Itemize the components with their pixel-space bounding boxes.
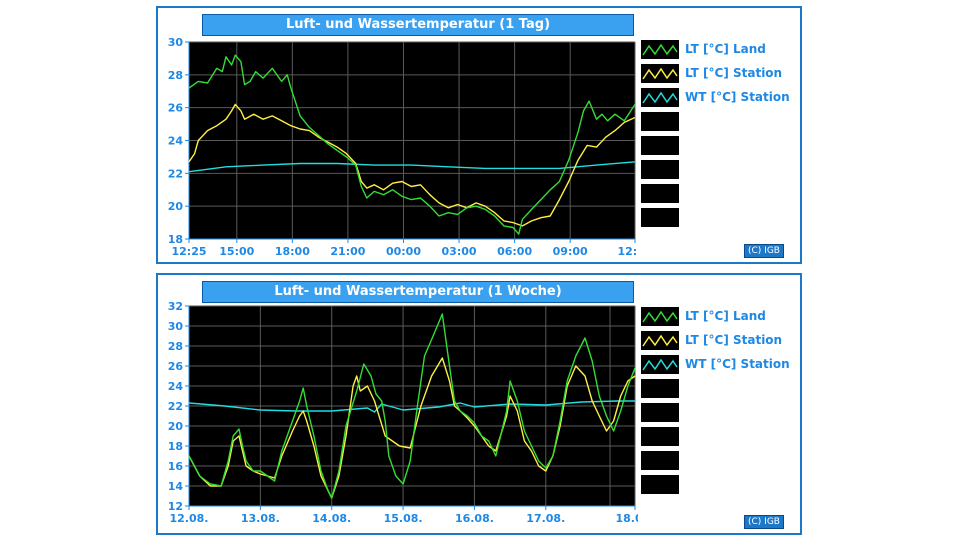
legend-empty-slot: [641, 110, 801, 134]
y-tick-label: 26: [168, 360, 184, 373]
x-tick-label: 12:30: [617, 245, 638, 258]
y-tick-label: 32: [168, 300, 183, 313]
x-tick-label: 15.08.: [384, 512, 423, 525]
legend-swatch-water: [641, 88, 679, 107]
y-tick-label: 24: [168, 380, 184, 393]
y-tick-label: 18: [168, 233, 183, 246]
legend-empty-slot: [641, 182, 801, 206]
legend-label: WT [°C] Station: [685, 357, 790, 371]
legend-item-station: LT [°C] Station: [641, 329, 801, 353]
y-tick-label: 30: [168, 36, 184, 49]
series-line-station: [188, 103, 636, 227]
chart-day-plot: 18 20 22 24 26 28 30 12:25 15:00 18:00 21:00 00:00 0…: [168, 36, 638, 258]
x-tick-label: 16.08.: [455, 512, 494, 525]
chart-title: Luft- und Wassertemperatur (1 Woche): [202, 281, 634, 303]
legend-item-station: LT [°C] Station: [641, 62, 801, 86]
y-tick-label: 16: [168, 460, 184, 473]
y-tick-label: 20: [168, 420, 184, 433]
copyright-badge: (C) IGB: [744, 244, 784, 258]
y-tick-label: 14: [168, 480, 184, 493]
x-tick-label: 13.08.: [241, 512, 280, 525]
legend: LT [°C] Land LT [°C] Station WT [°C] Sta…: [641, 305, 801, 497]
series-line-station: [188, 357, 636, 499]
y-tick-label: 30: [168, 320, 184, 333]
x-tick-label: 15:00: [219, 245, 254, 258]
legend-label: LT [°C] Station: [685, 333, 783, 347]
series-line-land: [188, 313, 636, 499]
y-tick-label: 22: [168, 167, 183, 180]
chart-panel-day: 18 20 22 24 26 28 30 12:25 15:00 18:00 21:00 00:00 0…: [156, 6, 802, 264]
legend-label: WT [°C] Station: [685, 90, 790, 104]
x-tick-label: 18.08.: [616, 512, 638, 525]
legend-swatch-water: [641, 355, 679, 374]
copyright-badge: (C) IGB: [744, 515, 784, 529]
x-tick-label: 03:00: [442, 245, 477, 258]
legend-empty-slot: [641, 473, 801, 497]
legend-item-land: LT [°C] Land: [641, 305, 801, 329]
y-tick-label: 20: [168, 200, 184, 213]
y-tick-label: 28: [168, 340, 183, 353]
legend-swatch-station: [641, 64, 679, 83]
legend-empty-slot: [641, 377, 801, 401]
x-tick-label: 14.08.: [312, 512, 351, 525]
legend-swatch-land: [641, 307, 679, 326]
legend-empty-slot: [641, 401, 801, 425]
x-tick-label: 17.08.: [526, 512, 565, 525]
chart-panel-week: 12 14 16 18 20 22 24 26 28 30 32 12.08. 13.08. 14.08.…: [156, 273, 802, 535]
series-line-water: [188, 161, 636, 173]
legend-item-water: WT [°C] Station: [641, 86, 801, 110]
legend: LT [°C] Land LT [°C] Station WT [°C] Sta…: [641, 38, 801, 230]
legend-item-land: LT [°C] Land: [641, 38, 801, 62]
series-line-land: [188, 54, 636, 235]
y-tick-label: 26: [168, 102, 184, 115]
y-tick-label: 12: [168, 500, 183, 513]
legend-empty-slot: [641, 206, 801, 230]
legend-label: LT [°C] Land: [685, 42, 766, 56]
x-tick-label: 12:25: [171, 245, 206, 258]
chart-title: Luft- und Wassertemperatur (1 Tag): [202, 14, 634, 36]
y-tick-label: 18: [168, 440, 183, 453]
legend-empty-slot: [641, 134, 801, 158]
x-tick-label: 21:00: [330, 245, 365, 258]
x-tick-label: 09:00: [553, 245, 588, 258]
legend-empty-slot: [641, 449, 801, 473]
series-line-water: [188, 400, 635, 413]
legend-label: LT [°C] Land: [685, 309, 766, 323]
x-tick-label: 18:00: [275, 245, 310, 258]
legend-swatch-land: [641, 40, 679, 59]
legend-swatch-station: [641, 331, 679, 350]
x-tick-label: 06:00: [497, 245, 532, 258]
chart-week-plot: 12 14 16 18 20 22 24 26 28 30 32 12.08. 13.08. 14.08.…: [168, 300, 638, 525]
legend-empty-slot: [641, 158, 801, 182]
x-tick-label: 00:00: [386, 245, 421, 258]
legend-label: LT [°C] Station: [685, 66, 783, 80]
legend-empty-slot: [641, 425, 801, 449]
y-tick-label: 24: [168, 135, 184, 148]
x-tick-label: 12.08.: [170, 512, 209, 525]
y-tick-label: 28: [168, 69, 183, 82]
y-tick-label: 22: [168, 400, 183, 413]
legend-item-water: WT [°C] Station: [641, 353, 801, 377]
